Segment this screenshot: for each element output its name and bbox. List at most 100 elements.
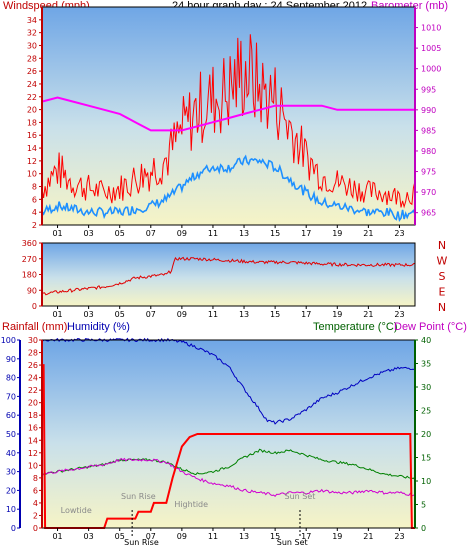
temperature-series xyxy=(41,448,416,480)
windspeed-tick-label: 18 xyxy=(27,118,37,127)
rainfall-tick-label: 14 xyxy=(28,436,38,445)
x-tick-label: 09 xyxy=(177,532,187,541)
humidity-tick-label: 100 xyxy=(1,336,16,345)
windspeed-tick-label: 8 xyxy=(32,183,37,192)
wind-average-series xyxy=(41,154,416,223)
x-tick-label: 07 xyxy=(146,229,156,238)
rainfall-tick-label: 0 xyxy=(33,524,38,533)
x-tick-label: 11 xyxy=(208,229,218,238)
barometer-tick-label: 990 xyxy=(421,106,436,115)
temperature-tick-label: 40 xyxy=(421,336,431,345)
humidity-tick-label: 80 xyxy=(6,374,16,383)
humidity-tick-label: 0 xyxy=(11,524,16,533)
x-tick-label: 17 xyxy=(301,532,311,541)
rainfall-tick-label: 8 xyxy=(33,474,38,483)
windspeed-tick-label: 2 xyxy=(32,221,37,230)
x-tick-label: 23 xyxy=(394,310,404,319)
x-tick-label: 19 xyxy=(332,229,342,238)
temperature-axis-title: Temperature (°C) xyxy=(313,321,398,333)
rainfall-tick-label: 12 xyxy=(28,449,38,458)
humidity-tick-label: 40 xyxy=(6,449,16,458)
rainfall-tick-label: 20 xyxy=(28,399,38,408)
x-tick-label: 21 xyxy=(363,310,373,319)
x-tick-label: 13 xyxy=(239,229,249,238)
x-tick-label: 23 xyxy=(394,532,404,541)
humidity-tick-label: 30 xyxy=(6,468,16,477)
temperature-tick-label: 35 xyxy=(421,360,431,369)
temperature-tick-label: 20 xyxy=(421,430,431,439)
wind-gust-series xyxy=(41,34,416,209)
x-tick-label: 19 xyxy=(332,532,342,541)
annotation-label: Sun Set xyxy=(277,538,308,547)
barometer-tick-label: 980 xyxy=(421,147,436,156)
direction-tick-label: 360 xyxy=(22,239,37,248)
windspeed-tick-label: 20 xyxy=(27,106,37,115)
barometer-tick-label: 975 xyxy=(421,168,436,177)
humidity-tick-label: 10 xyxy=(6,505,16,514)
compass-label: S xyxy=(439,270,446,283)
x-tick-label: 05 xyxy=(115,532,125,541)
barometer-tick-label: 985 xyxy=(421,126,436,135)
windspeed-tick-label: 4 xyxy=(32,208,37,217)
rainfall-tick-label: 16 xyxy=(28,424,38,433)
annotation-label: Lowtide xyxy=(61,506,92,515)
rainfall-tick-label: 26 xyxy=(28,361,38,370)
humidity-tick-label: 70 xyxy=(6,392,16,401)
windspeed-tick-label: 24 xyxy=(27,80,37,89)
humidity-tick-label: 20 xyxy=(6,486,16,495)
annotation-label: Sun Rise xyxy=(121,492,156,501)
windspeed-tick-label: 14 xyxy=(27,144,37,153)
compass-label: N xyxy=(438,301,446,314)
wind-direction-series xyxy=(41,256,416,296)
x-tick-label: 15 xyxy=(270,229,280,238)
rainfall-axis-title: Rainfall (mm) xyxy=(2,321,68,333)
x-tick-label: 13 xyxy=(239,310,249,319)
x-tick-label: 17 xyxy=(301,229,311,238)
x-tick-label: 09 xyxy=(177,310,187,319)
windspeed-tick-label: 28 xyxy=(27,54,37,63)
temperature-tick-label: 15 xyxy=(421,454,431,463)
windspeed-tick-label: 16 xyxy=(27,131,37,140)
x-tick-label: 17 xyxy=(301,310,311,319)
temperature-tick-label: 10 xyxy=(421,477,431,486)
windspeed-tick-label: 32 xyxy=(27,29,37,38)
x-tick-label: 05 xyxy=(115,310,125,319)
compass-label: N xyxy=(438,239,446,252)
x-tick-label: 11 xyxy=(208,310,218,319)
windspeed-tick-label: 22 xyxy=(27,93,37,102)
x-tick-label: 11 xyxy=(208,532,218,541)
barometer-tick-label: 1010 xyxy=(421,24,441,33)
x-tick-label: 15 xyxy=(270,532,280,541)
temperature-tick-label: 0 xyxy=(421,524,426,533)
rainfall-tick-label: 30 xyxy=(28,336,38,345)
temperature-tick-label: 30 xyxy=(421,383,431,392)
x-tick-label: 05 xyxy=(115,229,125,238)
x-tick-label: 15 xyxy=(270,310,280,319)
barometer-tick-label: 965 xyxy=(421,209,436,218)
barometer-series xyxy=(41,96,415,132)
rainfall-tick-label: 18 xyxy=(28,411,38,420)
direction-tick-label: 0 xyxy=(32,302,37,311)
annotation-label: Hightide xyxy=(174,500,208,509)
rainfall-tick-label: 6 xyxy=(33,486,38,495)
compass-label: E xyxy=(439,286,446,299)
rainfall-series xyxy=(42,364,415,529)
rainfall-tick-label: 22 xyxy=(28,386,38,395)
rainfall-tick-label: 28 xyxy=(28,349,38,358)
compass-label: W xyxy=(437,255,448,268)
x-tick-label: 21 xyxy=(363,229,373,238)
annotation-label: Sun Rise xyxy=(124,538,159,547)
windspeed-tick-label: 26 xyxy=(27,67,37,76)
windspeed-tick-label: 12 xyxy=(27,157,37,166)
humidity-tick-label: 60 xyxy=(6,411,16,420)
x-tick-label: 23 xyxy=(394,229,404,238)
x-tick-label: 13 xyxy=(239,532,249,541)
rainfall-tick-label: 24 xyxy=(28,374,38,383)
windspeed-tick-label: 30 xyxy=(27,41,37,50)
x-tick-label: 07 xyxy=(146,532,156,541)
dewpoint-axis-title: Dew Point (°C) xyxy=(394,321,467,333)
direction-tick-label: 270 xyxy=(22,255,37,264)
direction-tick-label: 180 xyxy=(22,271,37,280)
windspeed-tick-label: 10 xyxy=(27,170,37,179)
